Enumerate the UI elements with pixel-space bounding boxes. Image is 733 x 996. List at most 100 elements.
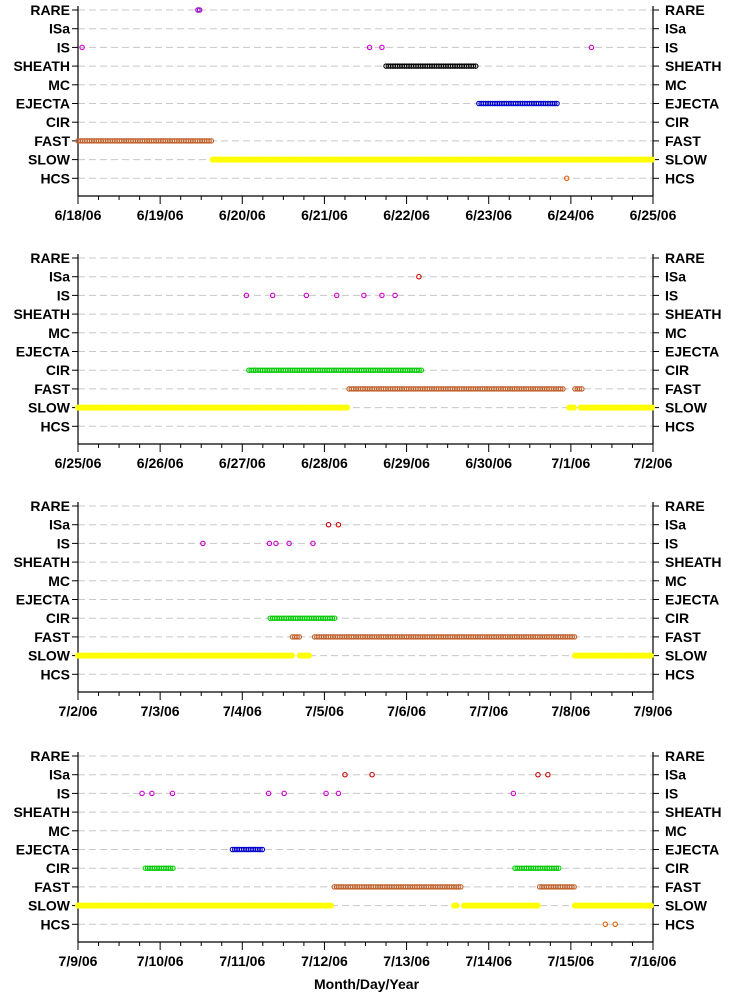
marker-fast (569, 634, 575, 640)
y-label-left: ISa (49, 517, 70, 533)
y-label-left: IS (57, 287, 70, 303)
x-tick-label: 6/30/06 (465, 455, 512, 471)
marker-sheath (470, 63, 477, 69)
y-label-left: ISa (49, 269, 70, 285)
marker-slow (648, 156, 656, 163)
y-label-left: EJECTA (16, 344, 70, 360)
y-label-left: EJECTA (16, 842, 70, 858)
y-label-right: EJECTA (665, 96, 719, 112)
y-label-right: IS (665, 785, 678, 801)
marker-hcs (563, 175, 570, 182)
marker-is (333, 292, 340, 299)
marker-is (169, 790, 176, 797)
y-label-left: SHEATH (13, 804, 70, 820)
marker-is (265, 790, 272, 797)
y-label-left: IS (57, 785, 70, 801)
y-label-right: MC (665, 823, 687, 839)
y-label-left: SHEATH (13, 58, 70, 74)
x-tick-label: 6/25/06 (630, 207, 677, 223)
marker-is (310, 540, 316, 547)
y-label-right: SHEATH (665, 58, 722, 74)
y-label-right: IS (665, 287, 678, 303)
y-label-left: RARE (30, 498, 70, 514)
x-axis-title: Month/Day/Year (313, 976, 420, 992)
y-label-left: MC (48, 325, 70, 341)
x-tick-label: 7/10/06 (137, 953, 184, 969)
marker-hcs (612, 921, 618, 928)
x-tick-label: 7/13/06 (383, 953, 430, 969)
x-tick-label: 6/22/06 (383, 207, 430, 223)
x-tick-label: 7/9/06 (634, 703, 673, 719)
y-label-left: CIR (46, 362, 70, 378)
y-label-right: EJECTA (665, 842, 719, 858)
marker-fast (569, 884, 575, 890)
y-label-left: EJECTA (16, 96, 70, 112)
y-label-left: CIR (46, 114, 70, 130)
marker-ejecta (554, 100, 560, 107)
y-label-right: ISa (665, 269, 686, 285)
marker-fast (294, 634, 300, 640)
y-label-left: RARE (30, 2, 70, 18)
marker-is (79, 44, 85, 51)
panel-4: RARE RARE ISa ISa IS IS SHEATH SHEATH MC MC EJECTA… (13, 748, 721, 969)
y-label-right: ISa (665, 767, 686, 783)
x-tick-label: 6/21/06 (301, 207, 348, 223)
marker-fast (571, 634, 578, 640)
x-tick-label: 7/4/06 (223, 703, 262, 719)
y-label-left: ISa (49, 21, 70, 37)
y-label-right: SLOW (665, 152, 708, 168)
marker-is (303, 292, 310, 299)
y-label-right: SLOW (665, 400, 708, 416)
x-tick-label: 7/15/06 (547, 953, 594, 969)
marker-slow (648, 404, 656, 411)
marker-cir (170, 865, 176, 871)
x-tick-label: 7/11/06 (219, 953, 265, 969)
y-label-left: EJECTA (16, 592, 70, 608)
marker-is (379, 44, 385, 51)
x-tick-label: 6/25/06 (55, 455, 102, 471)
y-label-left: IS (57, 39, 70, 55)
y-label-right: EJECTA (665, 344, 719, 360)
x-tick-label: 6/29/06 (383, 455, 430, 471)
y-label-right: FAST (665, 381, 701, 397)
y-label-right: ISa (665, 21, 686, 37)
y-label-right: SHEATH (665, 306, 722, 322)
marker-isa (535, 771, 541, 778)
y-label-right: IS (665, 39, 678, 55)
x-tick-label: 7/7/06 (469, 703, 508, 719)
y-label-left: SLOW (28, 898, 71, 914)
y-label-left: CIR (46, 610, 70, 626)
y-label-left: HCS (40, 916, 70, 932)
marker-is (323, 790, 329, 797)
marker-slow (647, 652, 654, 659)
x-tick-label: 6/27/06 (219, 455, 266, 471)
marker-is (392, 292, 398, 299)
y-label-right: MC (665, 573, 687, 589)
marker-is (281, 790, 287, 797)
marker-slow (647, 902, 654, 909)
y-label-left: FAST (34, 629, 70, 645)
marker-is (335, 790, 342, 797)
y-label-right: SLOW (665, 898, 708, 914)
y-label-left: MC (48, 823, 70, 839)
marker-fast (571, 884, 577, 890)
y-label-right: RARE (665, 250, 705, 266)
y-label-left: FAST (34, 879, 70, 895)
y-label-left: SLOW (28, 648, 71, 664)
y-label-right: MC (665, 77, 687, 93)
y-label-right: FAST (665, 629, 701, 645)
marker-cir (167, 865, 174, 871)
y-label-right: FAST (665, 133, 701, 149)
y-label-left: FAST (34, 133, 70, 149)
marker-slow (534, 902, 541, 909)
y-label-left: SHEATH (13, 554, 70, 570)
x-tick-label: 6/23/06 (465, 207, 512, 223)
x-tick-label: 7/16/06 (630, 953, 677, 969)
y-label-right: HCS (665, 170, 695, 186)
x-tick-label: 7/2/06 (59, 703, 98, 719)
marker-fast (579, 386, 585, 392)
y-label-right: RARE (665, 498, 705, 514)
x-tick-label: 7/5/06 (305, 703, 344, 719)
x-tick-label: 7/3/06 (141, 703, 180, 719)
